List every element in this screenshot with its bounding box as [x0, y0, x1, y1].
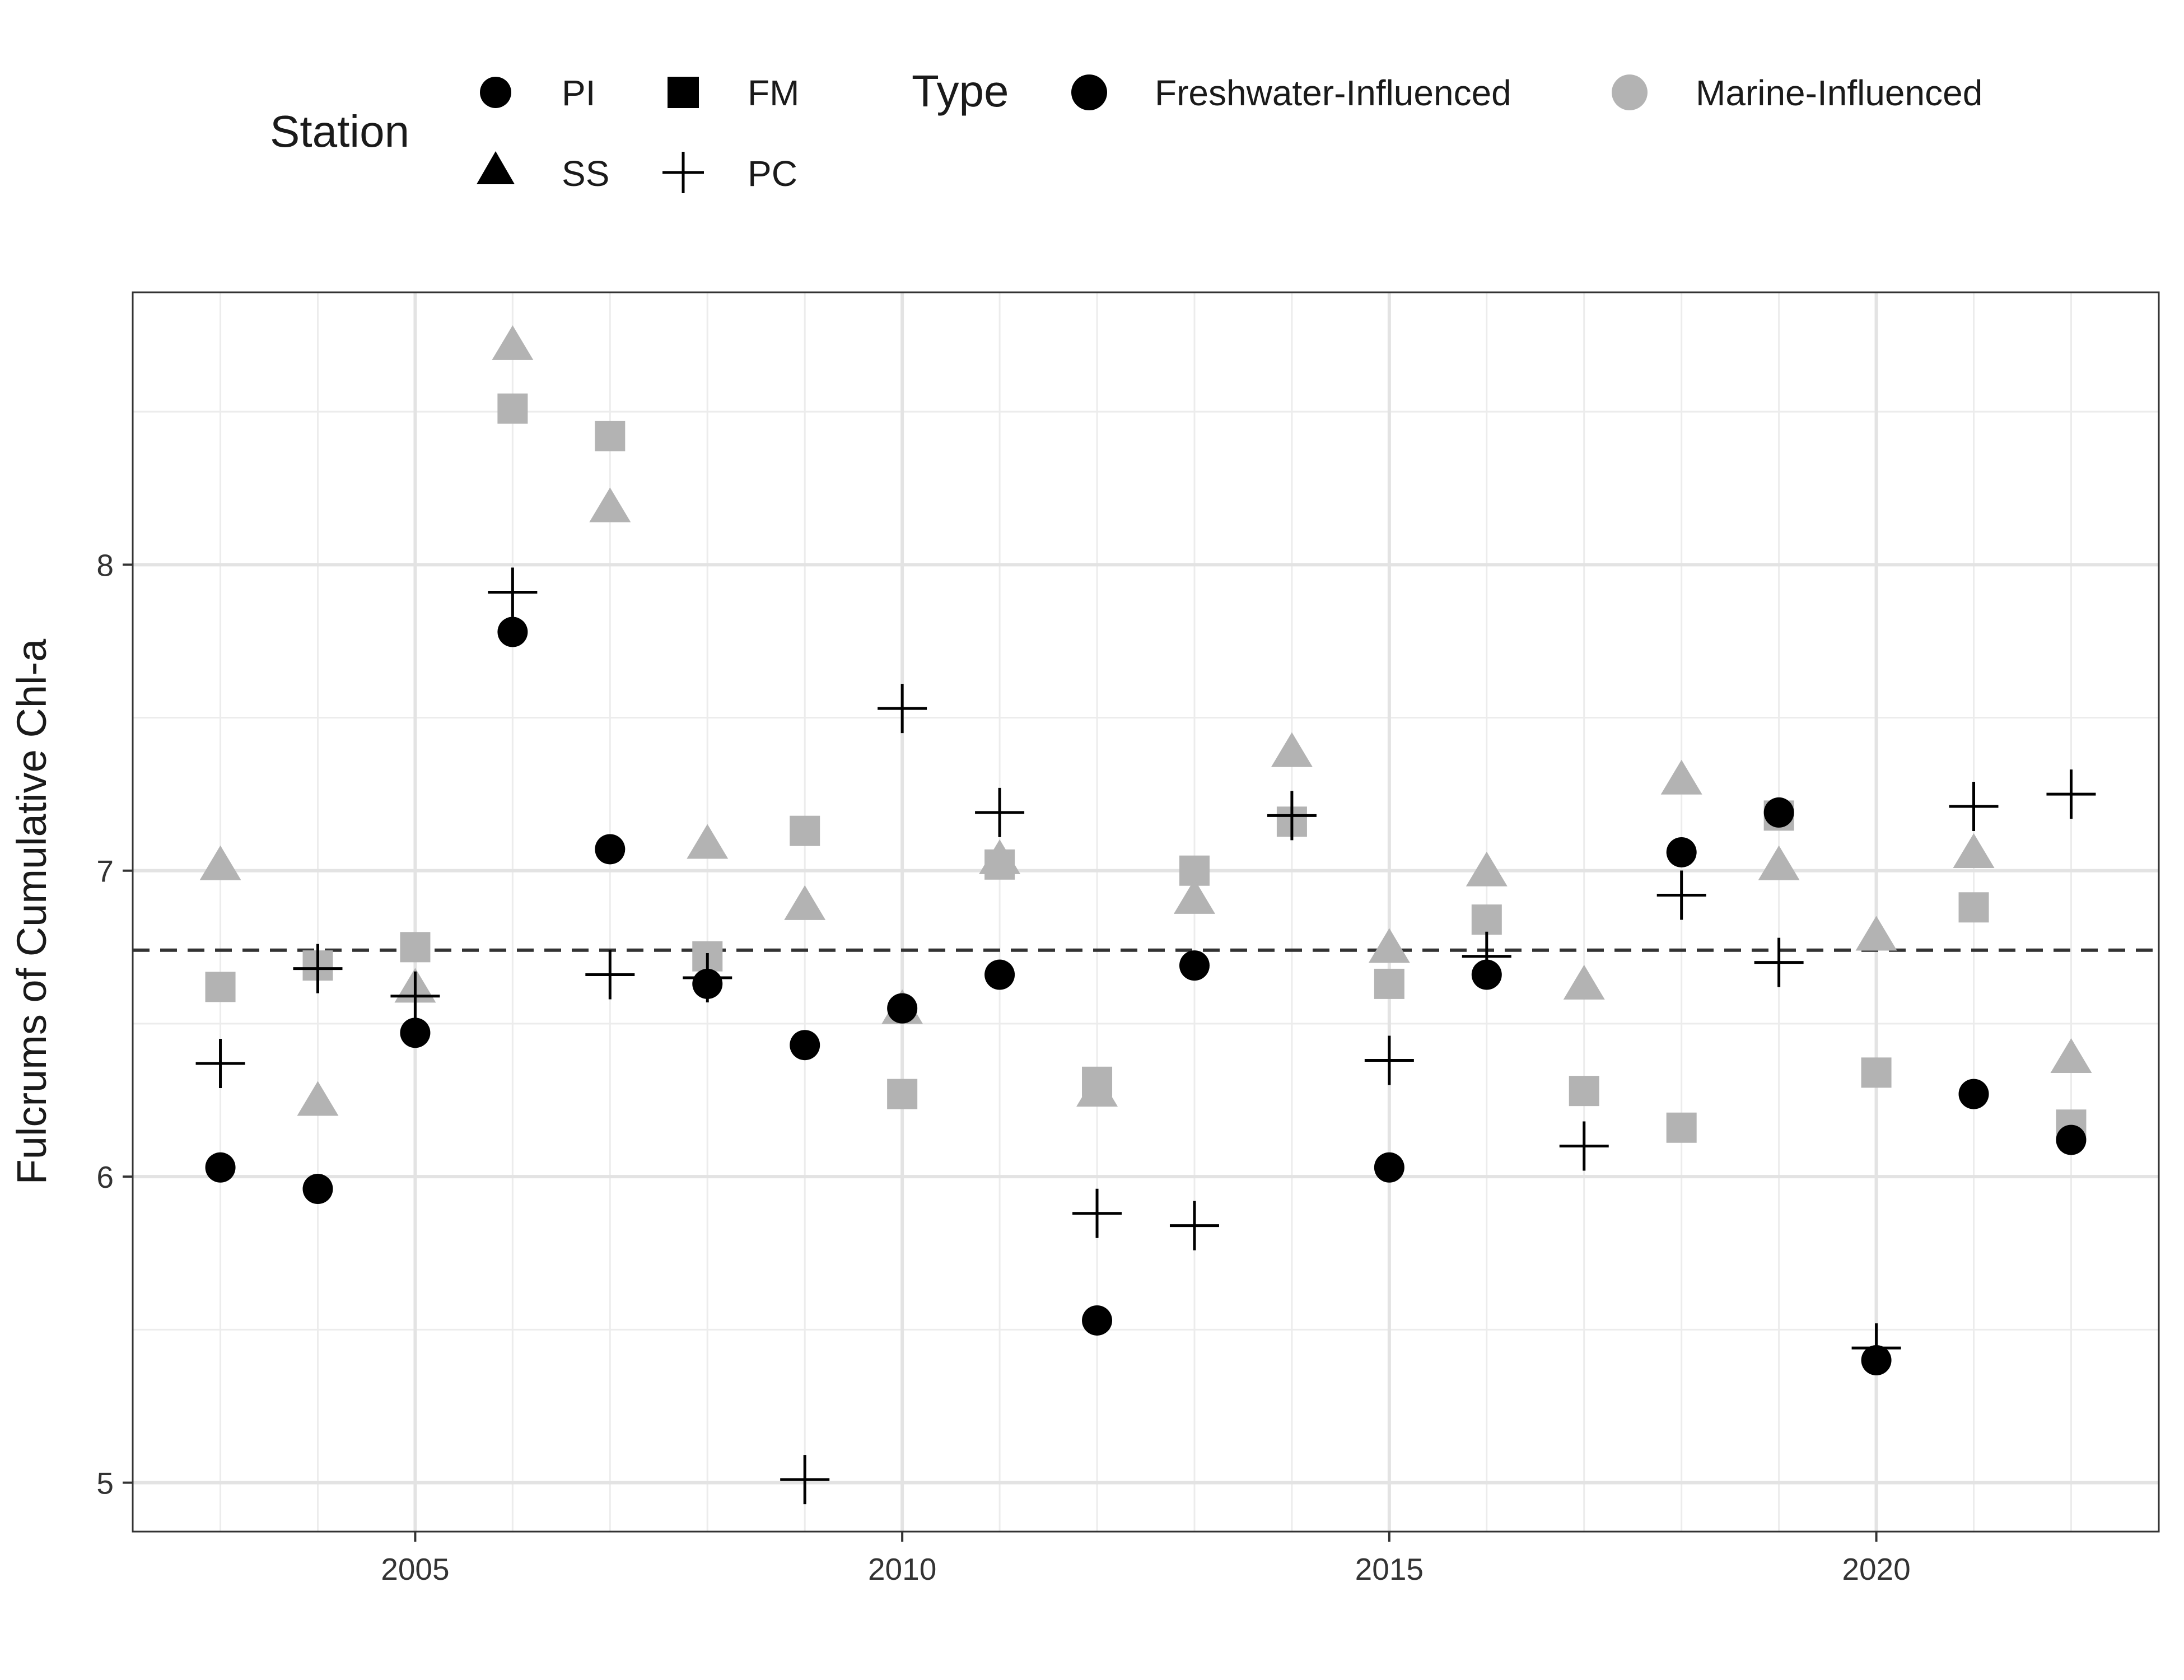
point-pc: [780, 1455, 830, 1505]
point-pc: [1754, 937, 1804, 987]
point-ss: [589, 487, 631, 522]
point-ss: [687, 824, 729, 859]
plot-panel: [132, 291, 2160, 1533]
y-axis-tick-label: 6: [96, 1160, 114, 1194]
point-pc: [1851, 1323, 1901, 1373]
point-fm: [205, 972, 236, 1002]
point-ss: [1563, 964, 1605, 1000]
point-ss: [1173, 879, 1215, 914]
point-fm: [1471, 904, 1502, 935]
point-pi: [1082, 1305, 1113, 1336]
point-pc: [195, 1038, 245, 1088]
data-points: [195, 325, 2096, 1505]
point-pc: [2046, 769, 2096, 819]
point-pc: [488, 567, 538, 617]
point-ss: [492, 325, 534, 360]
point-pi: [2056, 1124, 2087, 1155]
x-axis-tick-label: 2020: [1842, 1552, 1910, 1586]
major-gridlines: [133, 292, 2159, 1532]
x-axis-tick-label: 2010: [868, 1552, 936, 1586]
point-pc: [293, 944, 343, 993]
point-pc: [1949, 781, 1999, 831]
legend-title-station: Station: [270, 106, 409, 156]
point-ss: [1758, 845, 1800, 880]
point-fm: [1958, 892, 1989, 923]
legend-key-freshwater-icon: [1071, 74, 1107, 110]
axes: 2005 2010 2015 2020 5 6 7 8: [96, 548, 1910, 1586]
point-ss: [1953, 833, 1995, 868]
legend-label-station-2: FM: [748, 73, 799, 113]
point-fm: [400, 932, 431, 963]
point-pi: [1958, 1079, 1989, 1109]
point-fm: [790, 815, 820, 846]
x-axis-tick-label: 2005: [381, 1552, 449, 1586]
point-pi: [1374, 1152, 1404, 1183]
point-pc: [1169, 1201, 1219, 1250]
legend-key-triangle-icon: [477, 151, 515, 184]
point-pc: [975, 787, 1025, 837]
point-fm: [887, 1079, 918, 1109]
point-fm: [1569, 1076, 1599, 1107]
point-pi: [1179, 950, 1210, 981]
point-pi: [887, 993, 918, 1024]
point-pc: [1072, 1188, 1122, 1238]
x-axis-tick-label: 2015: [1355, 1552, 1424, 1586]
legend-label-station-3: SS: [562, 153, 609, 194]
point-fm: [595, 421, 626, 451]
point-ss: [1660, 759, 1702, 795]
point-ss: [1076, 1072, 1118, 1107]
legend-key-plus-icon: [662, 152, 704, 193]
legend-key-square-icon: [668, 77, 699, 108]
point-ss: [1368, 928, 1410, 963]
point-pi: [400, 1018, 431, 1048]
point-ss: [1271, 732, 1313, 767]
legend-label-type-1: Freshwater-Influenced: [1155, 73, 1511, 113]
point-ss: [2050, 1038, 2092, 1074]
point-ss: [979, 839, 1021, 874]
point-pi: [205, 1152, 236, 1183]
legend-title-type: Type: [912, 66, 1009, 116]
point-fm: [1374, 968, 1404, 999]
legend-label-station-4: PC: [748, 153, 797, 194]
point-pc: [878, 684, 927, 734]
point-ss: [1466, 851, 1508, 886]
y-axis-tick-label: 7: [96, 854, 114, 889]
point-pi: [984, 959, 1015, 990]
legend-key-circle-icon: [480, 77, 511, 108]
point-pi: [790, 1030, 820, 1061]
point-ss: [297, 1081, 339, 1116]
point-pi: [497, 617, 528, 647]
panel-border: [132, 291, 2160, 1533]
y-axis-title: Fulcrums of Cumulative Chl-a: [8, 638, 55, 1184]
point-pi: [1763, 797, 1794, 828]
y-axis-tick-label: 8: [96, 548, 114, 582]
point-pc: [1462, 931, 1511, 981]
point-pi: [595, 834, 626, 865]
point-pc: [390, 971, 440, 1021]
point-pc: [1267, 791, 1317, 841]
y-axis-tick-label: 5: [96, 1466, 114, 1501]
point-ss: [784, 885, 826, 920]
panel-background: [133, 292, 2159, 1532]
point-pi: [1666, 837, 1697, 867]
point-pc: [683, 953, 732, 1002]
point-pc: [585, 950, 635, 1000]
point-ss: [199, 845, 241, 880]
legend: Station Type PI FM SS PC Freshwater-Infl…: [270, 66, 1982, 194]
point-fm: [1861, 1057, 1892, 1088]
point-pi: [302, 1174, 333, 1205]
point-ss: [1855, 916, 1897, 951]
legend-label-type-2: Marine-Influenced: [1696, 73, 1982, 113]
point-fm: [497, 393, 528, 424]
point-fm: [1666, 1112, 1697, 1143]
point-pc: [1364, 1035, 1414, 1085]
point-pc: [1559, 1121, 1609, 1171]
point-pc: [1656, 870, 1706, 920]
legend-label-station-1: PI: [562, 73, 595, 113]
legend-key-marine-icon: [1612, 74, 1648, 110]
